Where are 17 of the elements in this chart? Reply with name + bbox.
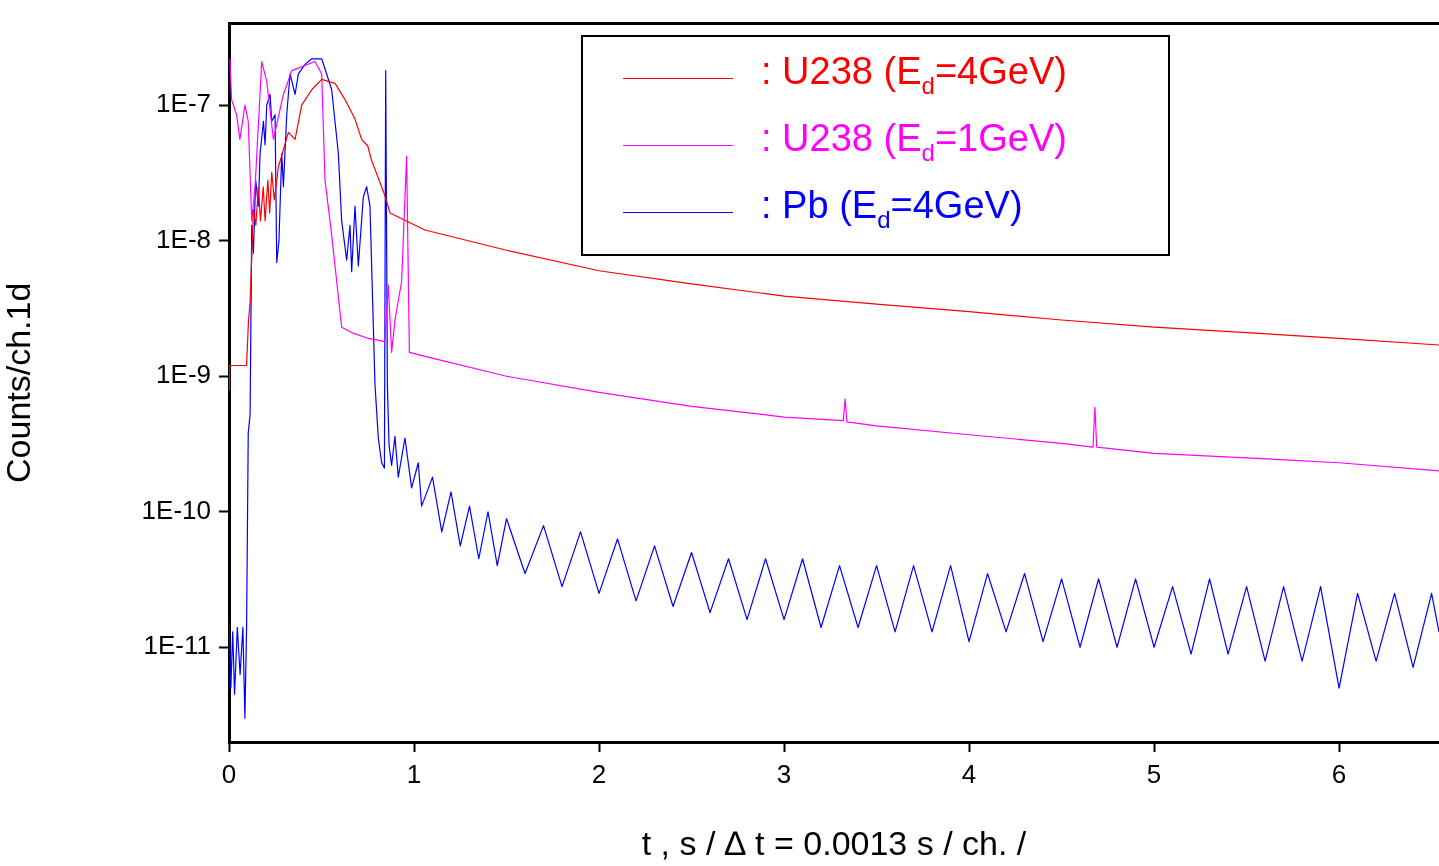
x-axis-title: t , s / ∆ t = 0.0013 s / ch. / (641, 823, 1027, 862)
x-tick-label: 0 (221, 758, 237, 789)
x-tick-label: 1 (406, 758, 422, 789)
x-tick-label: 3 (776, 758, 792, 789)
x-tick-label: 4 (961, 758, 977, 789)
x-tick-label: 6 (1331, 758, 1347, 789)
y-axis-title: Counts/ch.1d (0, 282, 37, 483)
y-tick-label: 1E-10 (141, 494, 211, 525)
y-tick-label: 1E-8 (156, 223, 211, 254)
y-tick-label: 1E-7 (156, 88, 211, 119)
x-tick-label: 5 (1146, 758, 1162, 789)
legend-label: : U238 (E$_{d}$=4GeV) (761, 49, 1067, 101)
y-tick-label: 1E-9 (156, 359, 211, 390)
x-tick-label: 2 (591, 758, 607, 789)
legend-label: : Pb (E$_{d}$=4GeV) (761, 183, 1023, 235)
y-tick-label: 1E-11 (143, 630, 211, 661)
legend-label: : U238 (E$_{d}$=1GeV) (761, 116, 1067, 168)
